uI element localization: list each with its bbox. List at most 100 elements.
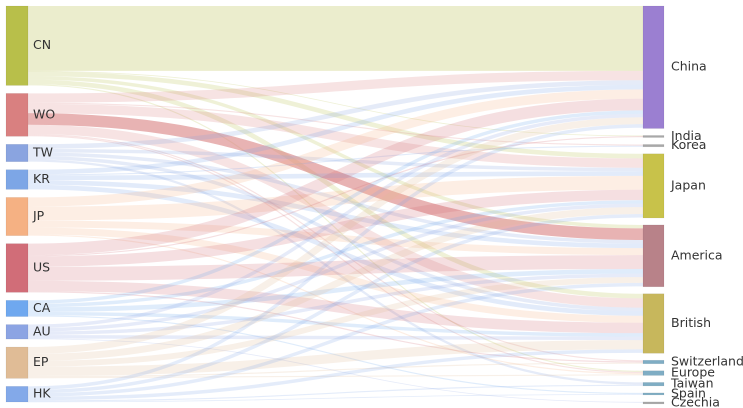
target-label-czechia: Czechia (671, 394, 720, 408)
target-node-switzerland[interactable] (642, 359, 665, 365)
source-node-au[interactable] (5, 324, 29, 340)
link-au-china[interactable] (27, 113, 644, 329)
target-node-spain[interactable] (642, 392, 665, 396)
link-kr-japan[interactable] (27, 171, 644, 181)
link-tw-japan[interactable] (27, 148, 644, 172)
link-cn-india[interactable] (27, 70, 644, 137)
link-jp-europe[interactable] (27, 234, 644, 375)
target-node-taiwan[interactable] (642, 382, 665, 387)
link-ep-europe[interactable] (27, 374, 644, 379)
link-jp-japan[interactable] (27, 175, 644, 221)
link-hk-british[interactable] (27, 349, 644, 401)
target-label-japan: Japan (670, 177, 706, 192)
link-cn-british[interactable] (27, 79, 644, 299)
link-wo-europe[interactable] (27, 135, 644, 374)
link-kr-korea[interactable] (27, 145, 644, 176)
source-label-au: AU (33, 323, 51, 338)
source-node-ep[interactable] (5, 346, 29, 379)
target-label-india: India (671, 128, 702, 143)
link-wo-china[interactable] (27, 70, 644, 103)
target-node-europe[interactable] (642, 370, 665, 376)
link-kr-america[interactable] (27, 180, 644, 249)
link-hk-spain[interactable] (27, 394, 644, 403)
nodes-layer (5, 5, 665, 405)
source-label-tw: TW (32, 144, 53, 159)
target-node-czechia[interactable] (642, 401, 665, 405)
link-ca-china[interactable] (27, 110, 644, 304)
link-ep-china[interactable] (27, 117, 644, 355)
link-hk-china[interactable] (27, 124, 644, 390)
link-tw-china[interactable] (27, 80, 644, 149)
link-us-switzerland[interactable] (27, 291, 644, 363)
link-hk-america[interactable] (27, 282, 644, 397)
source-label-hk: HK (33, 386, 51, 401)
source-node-ca[interactable] (5, 300, 29, 317)
source-node-kr[interactable] (5, 169, 29, 190)
link-us-british[interactable] (27, 280, 644, 334)
source-label-ep: EP (33, 354, 49, 369)
link-au-british[interactable] (27, 334, 644, 341)
source-label-us: US (33, 259, 50, 274)
link-kr-british[interactable] (27, 184, 644, 316)
target-node-japan[interactable] (642, 153, 665, 219)
link-us-america[interactable] (27, 255, 644, 281)
link-us-india[interactable] (27, 136, 644, 257)
source-label-wo: WO (33, 106, 55, 121)
target-label-taiwan: Taiwan (670, 376, 714, 391)
source-label-kr: KR (33, 171, 50, 186)
link-ca-british[interactable] (27, 311, 644, 337)
link-wo-japan[interactable] (27, 103, 644, 168)
link-cn-america[interactable] (27, 76, 644, 229)
target-label-america: America (671, 247, 723, 262)
link-wo-british[interactable] (27, 124, 644, 308)
source-node-tw[interactable] (5, 143, 29, 162)
link-tw-taiwan[interactable] (27, 159, 644, 385)
link-us-japan[interactable] (27, 189, 644, 267)
target-node-america[interactable] (642, 224, 665, 288)
link-ep-america[interactable] (27, 277, 644, 367)
link-hk-taiwan[interactable] (27, 384, 644, 402)
source-node-us[interactable] (5, 243, 29, 293)
link-ca-america[interactable] (27, 269, 644, 312)
target-node-korea[interactable] (642, 144, 665, 148)
source-node-wo[interactable] (5, 93, 29, 137)
source-label-jp: JP (32, 208, 45, 223)
link-ep-switzerland[interactable] (27, 362, 644, 378)
links-layer (27, 6, 644, 403)
link-us-china[interactable] (27, 98, 644, 256)
link-au-czechia[interactable] (27, 338, 644, 403)
target-label-europe: Europe (671, 365, 715, 380)
link-au-japan[interactable] (27, 203, 644, 332)
source-node-hk[interactable] (5, 386, 29, 403)
link-hk-japan[interactable] (27, 214, 644, 394)
source-node-cn[interactable] (5, 5, 29, 86)
link-wo-korea[interactable] (27, 102, 644, 146)
target-label-korea: Korea (671, 137, 706, 152)
link-cn-japan[interactable] (27, 71, 644, 159)
link-ep-japan[interactable] (27, 207, 644, 361)
link-au-america[interactable] (27, 273, 644, 335)
target-label-british: British (671, 315, 711, 330)
source-label-ca: CA (33, 300, 51, 315)
link-jp-china[interactable] (27, 89, 644, 207)
link-cn-europe[interactable] (27, 84, 644, 372)
target-node-india[interactable] (642, 135, 665, 138)
link-jp-america[interactable] (27, 220, 644, 256)
link-tw-british[interactable] (27, 155, 644, 312)
source-label-cn: CN (33, 37, 51, 52)
link-tw-america[interactable] (27, 152, 644, 244)
link-kr-china[interactable] (27, 84, 644, 175)
link-wo-america[interactable] (27, 113, 644, 241)
link-ca-spain[interactable] (27, 315, 644, 395)
target-label-switzerland: Switzerland (671, 354, 743, 369)
link-ep-british[interactable] (27, 340, 644, 377)
link-wo-switzerland[interactable] (27, 133, 644, 362)
link-ca-japan[interactable] (27, 200, 644, 308)
link-jp-british[interactable] (27, 227, 644, 323)
target-node-china[interactable] (642, 5, 665, 129)
source-node-jp[interactable] (5, 197, 29, 236)
target-node-british[interactable] (642, 293, 665, 354)
